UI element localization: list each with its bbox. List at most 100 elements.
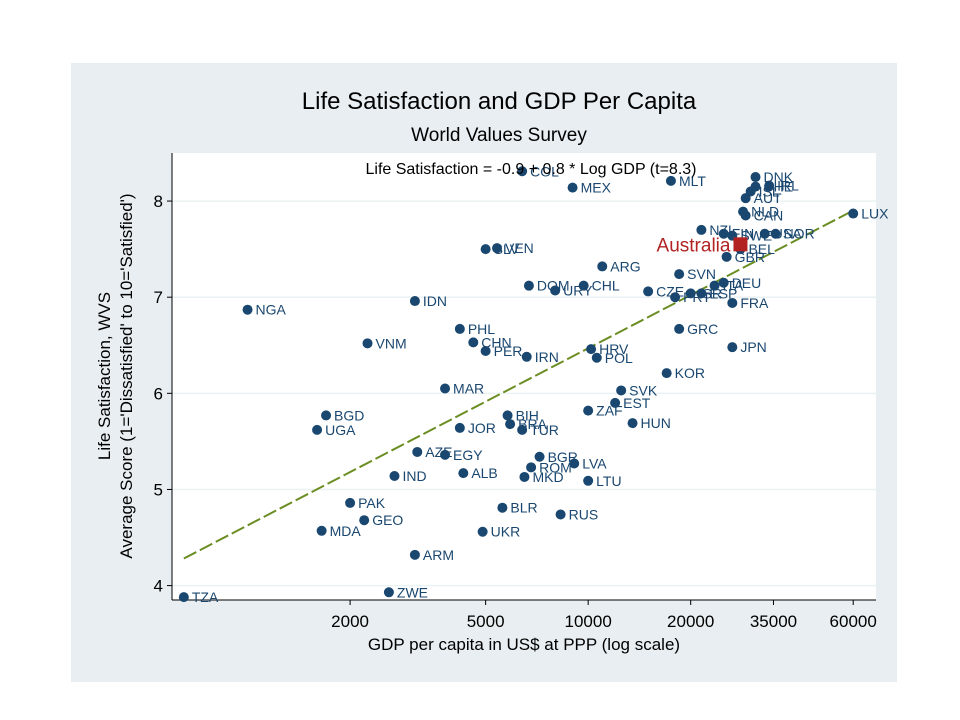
data-points (178, 166, 859, 603)
data-point-label: ZWE (397, 584, 428, 600)
x-axis: 2000 5000 10000 20000 35000 60000 (172, 599, 877, 631)
scatter-chart: 2000 5000 10000 20000 35000 60000 4 5 6 7 8 TZA NG… (95, 88, 889, 654)
data-point-label: ZAF (596, 403, 622, 419)
data-point-label: SLV (494, 241, 520, 257)
data-point-label: SWE (740, 228, 772, 244)
data-point (523, 280, 534, 291)
data-point (480, 346, 491, 357)
chart-title: Life Satisfaction and GDP Per Capita (302, 88, 697, 115)
data-point (242, 304, 253, 315)
data-point-label: CZE (656, 283, 684, 299)
data-point (526, 462, 537, 473)
data-point-label: UKR (491, 524, 521, 540)
data-point (696, 224, 707, 235)
data-point-label: EGY (453, 447, 483, 463)
data-point-label: LTU (596, 473, 621, 489)
data-point (727, 297, 738, 308)
data-point (412, 446, 423, 457)
data-point-label: ISR (699, 285, 722, 301)
data-point (440, 449, 451, 460)
y-tick-label: 6 (154, 384, 163, 403)
data-point-label: BIH (516, 407, 539, 423)
data-point (627, 418, 638, 429)
data-point (454, 422, 465, 433)
data-point (586, 344, 597, 355)
data-point-label: VEN (505, 240, 534, 256)
data-point-label: CHL (592, 278, 620, 294)
y-tick-label: 7 (154, 288, 163, 307)
data-point (359, 515, 370, 526)
data-point (178, 592, 189, 603)
data-point (696, 288, 707, 299)
data-point (468, 337, 479, 348)
x-tick-label: 2000 (331, 612, 369, 631)
data-point-label: BRA (518, 416, 547, 432)
regression-annotation: Life Satisfaction = -0.9 + 0.8 * Log GDP… (365, 161, 696, 178)
x-tick-label: 10000 (565, 612, 612, 631)
y-tick-label: 5 (154, 480, 163, 499)
data-point-label: BGR (548, 449, 578, 465)
data-point (670, 292, 681, 303)
data-point-label: DEU (732, 275, 762, 291)
data-point (517, 166, 528, 177)
data-point-label: BEL (748, 241, 775, 257)
data-point (674, 323, 685, 334)
data-point-label: ALB (471, 465, 497, 481)
data-point (492, 243, 503, 254)
data-point (409, 296, 420, 307)
data-point-label: UGA (325, 422, 356, 438)
highlight-point (733, 237, 748, 252)
data-point-label: JPN (740, 339, 766, 355)
data-point-label: NZL (709, 222, 736, 238)
data-point (383, 587, 394, 598)
data-point (312, 424, 323, 435)
x-tick-label: 60000 (830, 612, 877, 631)
data-point (685, 288, 696, 299)
data-point (709, 280, 720, 291)
data-point-label: CAN (754, 207, 784, 223)
data-point (517, 424, 528, 435)
data-point-label: MLT (679, 173, 706, 189)
data-point (362, 338, 373, 349)
data-point-label: JOR (468, 420, 496, 436)
y-axis-title-line1: Life Satisfaction, WVS (95, 292, 114, 460)
data-point-label: NGA (256, 302, 287, 318)
data-point (848, 208, 859, 219)
data-point (665, 175, 676, 186)
data-point-label: DNK (764, 169, 794, 185)
data-point (727, 342, 738, 353)
data-point-label: LVA (582, 455, 607, 471)
data-point-label: HUN (641, 415, 671, 431)
data-point (721, 251, 732, 262)
data-point-label: AZE (425, 444, 452, 460)
data-point (389, 470, 400, 481)
data-point-label: TUR (530, 422, 559, 438)
data-point (738, 206, 749, 217)
data-point (718, 277, 729, 288)
data-point-label: CHE (764, 179, 794, 195)
data-point (616, 385, 627, 396)
data-point-label: MEX (581, 180, 612, 196)
data-point-label: GRC (687, 321, 718, 337)
data-point-label: PHL (468, 321, 495, 337)
data-point-label: IDN (423, 293, 447, 309)
data-point-label: PER (494, 343, 523, 359)
data-point (321, 410, 332, 421)
data-point-label: SVK (629, 382, 658, 398)
data-point-label: PAK (358, 495, 386, 511)
data-point (759, 228, 770, 239)
chart-subtitle: World Values Survey (411, 125, 587, 146)
x-tick-label: 5000 (467, 612, 505, 631)
x-tick-label: 35000 (750, 612, 797, 631)
data-point-label: MAR (453, 381, 484, 397)
data-point (521, 351, 532, 362)
data-point (591, 352, 602, 363)
y-tick-label: 8 (154, 192, 163, 211)
data-point-label: URY (563, 282, 593, 298)
data-point-label: MKD (532, 469, 563, 485)
data-point (534, 451, 545, 462)
data-point-label: LUX (861, 206, 889, 222)
data-point (567, 182, 578, 193)
data-point (454, 323, 465, 334)
